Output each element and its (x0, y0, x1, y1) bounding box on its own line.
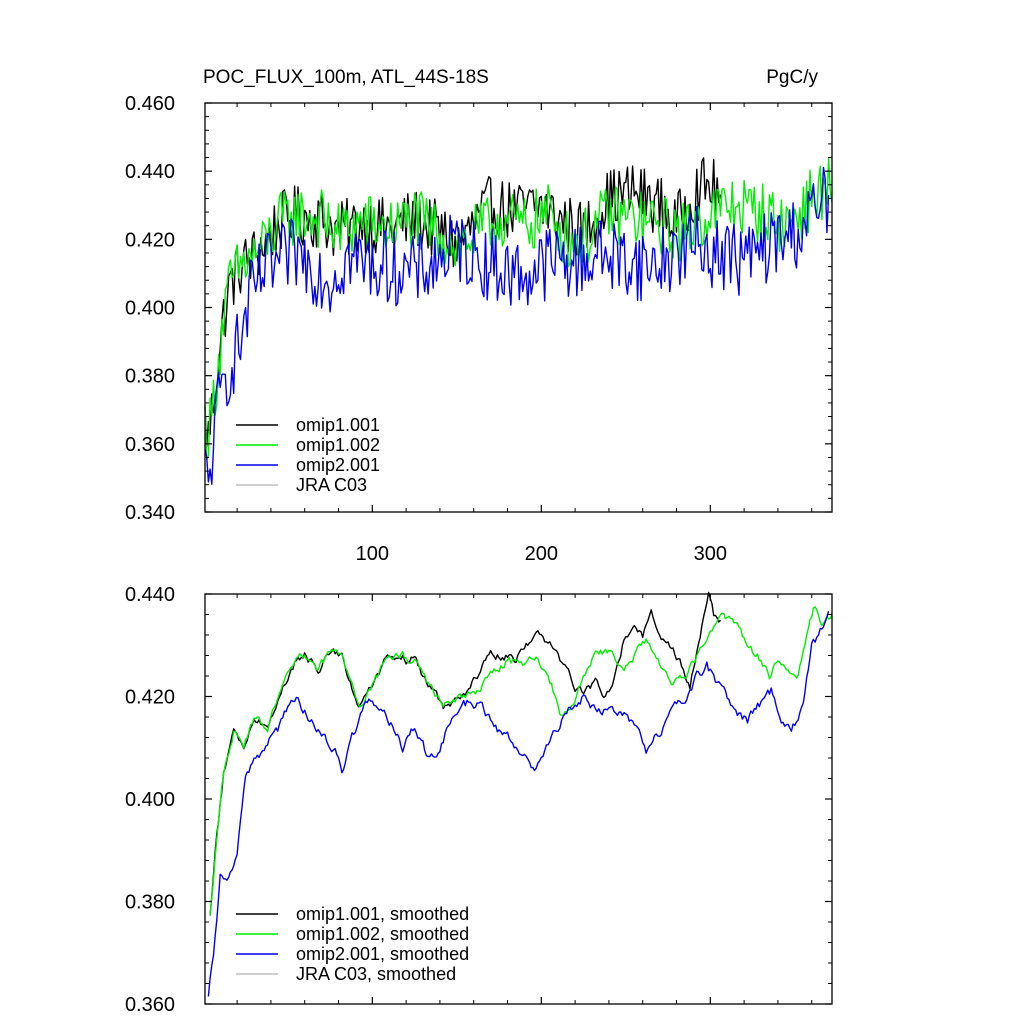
y-tick-label: 0.420 (125, 229, 175, 251)
legend-label-0: omip1.001 (296, 415, 380, 435)
x-tick-label: 200 (525, 543, 558, 565)
series-line-2 (207, 610, 830, 997)
y-tick-label: 0.360 (125, 434, 175, 456)
series-line-2 (204, 166, 830, 485)
y-tick-label: 0.400 (125, 298, 175, 320)
legend-label-1: omip1.002 (296, 435, 380, 455)
top-panel: POC_FLUX_100m, ATL_44S-18S PgC/y 0.3400.… (125, 67, 833, 565)
bottom-panel: 0.360 0.380 0.400 0.420 0.440 omip1.001, smo… (125, 584, 833, 1016)
y-tick-label: 0.340 (125, 502, 175, 524)
legend-label-0: omip1.001, smoothed (296, 904, 469, 924)
legend-label-2: omip2.001 (296, 455, 380, 475)
y-tick-label: 0.460 (125, 93, 175, 115)
y-tick-label: 0.360 (125, 994, 175, 1016)
y-tick-label: 0.440 (125, 161, 175, 183)
legend-label-3: JRA C03 (296, 475, 367, 495)
legend-label-3: JRA C03, smoothed (296, 964, 456, 984)
top-series-group (204, 157, 833, 485)
bottom-series-group (207, 591, 833, 997)
top-chart-title: POC_FLUX_100m, ATL_44S-18S (203, 67, 489, 88)
x-tick-label: 100 (356, 543, 389, 565)
series-line-0 (204, 157, 722, 448)
y-tick-label: 0.380 (125, 366, 175, 388)
y-tick-label: 0.440 (125, 584, 175, 606)
top-axis-ticks: 0.340 0.360 0.380 0.400 0.420 0.440 0.460 100 20… (125, 93, 832, 565)
legend-label-2: omip2.001, smoothed (296, 944, 469, 964)
series-line-1 (209, 606, 833, 916)
y-tick-label: 0.400 (125, 789, 175, 811)
x-tick-label: 300 (694, 543, 727, 565)
y-tick-label: 0.380 (125, 892, 175, 914)
series-line-1 (204, 157, 833, 460)
top-chart-units: PgC/y (766, 67, 818, 88)
y-tick-label: 0.420 (125, 687, 175, 709)
bottom-axis-ticks: 0.360 0.380 0.400 0.420 0.440 (125, 584, 832, 1016)
legend-label-1: omip1.002, smoothed (296, 924, 469, 944)
